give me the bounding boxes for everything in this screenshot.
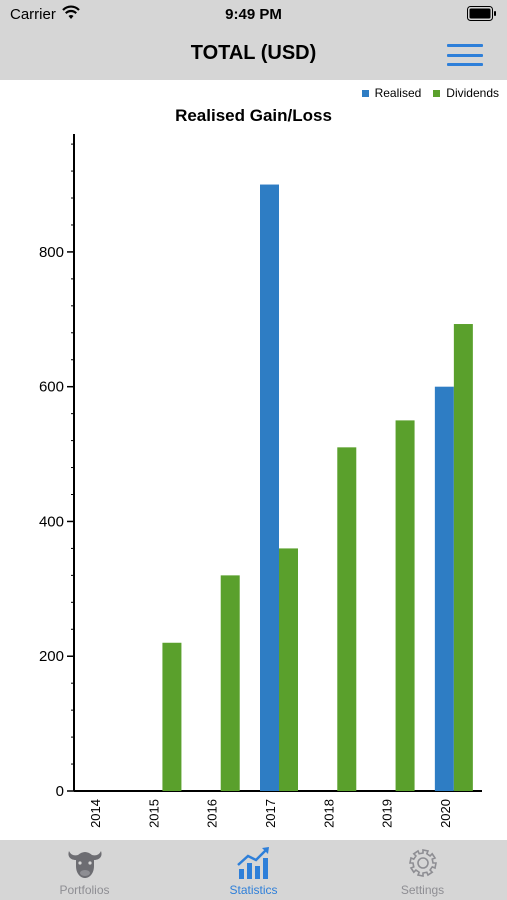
status-time: 9:49 PM bbox=[225, 6, 282, 23]
tab-portfolios[interactable]: Portfolios bbox=[0, 840, 169, 900]
legend-label-dividends: Dividends bbox=[446, 86, 499, 100]
y-tick-label: 0 bbox=[56, 783, 64, 800]
bar-chart: 0 200 400 600 800 2014 2015 2016 2017 2018 2019 202… bbox=[39, 134, 482, 828]
x-tick-label: 2016 bbox=[205, 799, 220, 828]
y-tick-label: 800 bbox=[39, 244, 64, 261]
carrier-label: Carrier bbox=[10, 6, 56, 23]
legend-swatch-realised bbox=[361, 89, 369, 97]
tab-label-settings: Settings bbox=[400, 883, 445, 897]
y-tick-label: 400 bbox=[39, 513, 64, 530]
bar-dividends-2019 bbox=[395, 420, 415, 791]
legend-item-dividends: Dividends bbox=[433, 86, 499, 100]
x-tick-label: 2017 bbox=[263, 799, 278, 828]
tab-bar: Portfolios Statistics Settings bbox=[0, 840, 507, 900]
legend-swatch-dividends bbox=[433, 89, 441, 97]
bar-dividends-2020 bbox=[453, 324, 473, 791]
bar-dividends-2015 bbox=[162, 642, 182, 791]
wifi-icon bbox=[62, 5, 80, 19]
menu-line bbox=[447, 63, 483, 66]
menu-line bbox=[447, 53, 483, 57]
legend-label-realised: Realised bbox=[374, 86, 422, 100]
chart-trend-icon bbox=[236, 847, 269, 879]
x-tick-label: 2015 bbox=[146, 799, 161, 828]
chart-area: 0 200 400 600 800 2014 2015 2016 2017 2018 2019 202… bbox=[0, 80, 507, 840]
bull-head-icon bbox=[67, 851, 102, 878]
navigation-bar: TOTAL (USD) bbox=[0, 30, 507, 80]
menu-line bbox=[447, 44, 483, 47]
tab-label-portfolios: Portfolios bbox=[59, 883, 110, 897]
bar-dividends-2018 bbox=[337, 447, 357, 791]
tab-settings[interactable]: Settings bbox=[338, 840, 507, 900]
bar-realised-2017 bbox=[260, 184, 279, 791]
chart-title: Realised Gain/Loss bbox=[175, 106, 332, 125]
y-tick-label: 600 bbox=[39, 379, 64, 396]
x-tick-label: 2020 bbox=[438, 799, 453, 828]
x-tick-label: 2014 bbox=[88, 799, 103, 828]
legend-item-realised: Realised bbox=[361, 86, 422, 100]
y-tick-label: 200 bbox=[39, 648, 64, 665]
bar-dividends-2016 bbox=[220, 575, 240, 791]
gear-icon bbox=[408, 849, 437, 877]
x-tick-label: 2019 bbox=[380, 799, 395, 828]
hamburger-menu-icon[interactable] bbox=[447, 42, 483, 68]
tab-label-statistics: Statistics bbox=[229, 883, 278, 897]
x-tick-label: 2018 bbox=[321, 799, 336, 828]
bar-dividends-2017 bbox=[279, 548, 298, 791]
status-bar: Carrier 9:49 PM bbox=[0, 0, 507, 30]
battery-icon bbox=[467, 6, 496, 21]
chart-legend: Realised Dividends bbox=[350, 86, 499, 100]
tab-statistics[interactable]: Statistics bbox=[169, 840, 338, 900]
page-title: TOTAL (USD) bbox=[190, 42, 317, 64]
bar-realised-2020 bbox=[434, 386, 454, 791]
